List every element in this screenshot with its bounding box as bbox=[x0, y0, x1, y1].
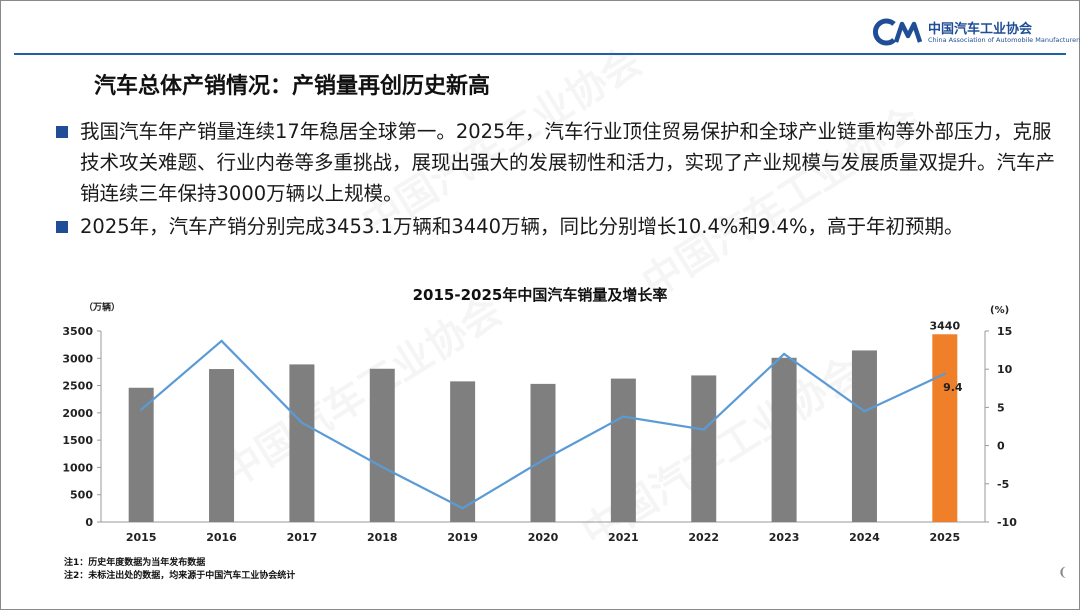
bar-2017 bbox=[289, 364, 315, 522]
growth-point-2022 bbox=[702, 428, 705, 431]
left-axis-unit: （万辆） bbox=[84, 303, 121, 313]
left-tick-label: 2000 bbox=[62, 407, 93, 420]
x-tick-label: 2020 bbox=[528, 531, 559, 544]
right-tick-label: 5 bbox=[997, 401, 1005, 414]
left-tick-label: 1500 bbox=[62, 434, 93, 447]
bar-2019 bbox=[450, 381, 476, 522]
bar-2021 bbox=[610, 378, 636, 522]
footnote-1: 注1：历史年度数据为当年发布数据 bbox=[64, 558, 206, 568]
x-tick-label: 2024 bbox=[849, 531, 880, 544]
chart-title: 2015-2025年中国汽车销量及增长率 bbox=[412, 286, 668, 304]
growth-point-2021 bbox=[622, 415, 625, 418]
sales-growth-chart: 0 500 1000 1500 2000 2500 3000 3500 -10 -5 0 5 10 15 2… bbox=[62, 319, 1017, 544]
x-tick-label: 2018 bbox=[367, 531, 398, 544]
growth-point-2019 bbox=[461, 507, 464, 510]
bullet-item: 2025年，汽车产销分别完成3453.1万辆和3440万辆，同比分别增长10.4… bbox=[52, 211, 1062, 242]
bullet-list: 我国汽车年产销量连续17年稳居全球第一。2025年，汽车行业顶住贸易保护和全球产… bbox=[52, 116, 1062, 244]
growth-point-2024 bbox=[863, 410, 866, 413]
right-tick-label: -10 bbox=[997, 516, 1017, 529]
bullet-square-icon bbox=[56, 126, 68, 138]
growth-point-2020 bbox=[541, 458, 545, 462]
bar-2023 bbox=[771, 357, 797, 522]
logo-text-en: China Association of Automobile Manufact… bbox=[928, 36, 1080, 44]
bar-value-label: 3440 bbox=[930, 319, 961, 332]
bullet-text: 我国汽车年产销量连续17年稳居全球第一。2025年，汽车行业顶住贸易保护和全球产… bbox=[80, 120, 1056, 205]
caam-logo-icon bbox=[873, 18, 923, 46]
growth-point-2015 bbox=[139, 408, 143, 411]
left-tick-label: 1000 bbox=[62, 461, 93, 474]
left-tick-label: 2500 bbox=[62, 380, 93, 393]
left-tick-label: 500 bbox=[70, 489, 93, 502]
x-tick-label: 2016 bbox=[206, 531, 237, 544]
bar-2022 bbox=[691, 375, 717, 522]
left-tick-label: 3500 bbox=[62, 325, 93, 338]
growth-point-2018 bbox=[381, 465, 384, 469]
line-value-label: 9.4 bbox=[943, 381, 963, 394]
bullet-item: 我国汽车年产销量连续17年稳居全球第一。2025年，汽车行业顶住贸易保护和全球产… bbox=[52, 116, 1062, 209]
bar-2015 bbox=[128, 387, 154, 522]
bullet-text: 2025年，汽车产销分别完成3453.1万辆和3440万辆，同比分别增长10.4… bbox=[80, 215, 964, 238]
x-tick-label: 2025 bbox=[930, 531, 961, 544]
x-tick-label: 2015 bbox=[126, 531, 157, 544]
right-tick-label: 0 bbox=[997, 440, 1005, 453]
bar-2016 bbox=[209, 369, 235, 522]
bar-2020 bbox=[530, 383, 556, 522]
bullet-square-icon bbox=[56, 221, 68, 233]
right-tick-label: 10 bbox=[997, 363, 1013, 376]
page-title: 汽车总体产销情况：产销量再创历史新高 bbox=[94, 74, 491, 99]
left-tick-label: 0 bbox=[85, 516, 93, 529]
left-tick-label: 3000 bbox=[62, 352, 93, 365]
bar-2024 bbox=[851, 350, 877, 522]
growth-point-2023 bbox=[782, 352, 786, 356]
x-tick-label: 2017 bbox=[287, 531, 318, 544]
logo-text-cn: 中国汽车工业协会 bbox=[928, 22, 1033, 37]
growth-point-2025 bbox=[943, 372, 947, 375]
footnotes: 注1：历史年度数据为当年发布数据 注2：未标注出处的数据，均来源于中国汽车工业协… bbox=[64, 557, 295, 583]
edge-mark: ❨ bbox=[1058, 565, 1069, 579]
header-divider bbox=[14, 53, 1066, 55]
right-tick-label: -5 bbox=[997, 478, 1009, 491]
x-tick-label: 2022 bbox=[688, 531, 719, 544]
bar-2025 bbox=[932, 334, 958, 522]
right-tick-label: 15 bbox=[997, 325, 1012, 338]
growth-point-2016 bbox=[220, 339, 223, 343]
right-axis-unit: (%) bbox=[990, 305, 1010, 316]
x-tick-label: 2019 bbox=[447, 531, 478, 544]
x-tick-label: 2023 bbox=[769, 531, 800, 544]
bar-2018 bbox=[369, 368, 395, 522]
footnote-2: 注2：未标注出处的数据，均来源于中国汽车工业协会统计 bbox=[64, 571, 296, 581]
growth-point-2017 bbox=[300, 421, 304, 424]
x-tick-label: 2021 bbox=[608, 531, 639, 544]
caam-logo: 中国汽车工业协会 China Association of Automobile… bbox=[872, 14, 1080, 50]
